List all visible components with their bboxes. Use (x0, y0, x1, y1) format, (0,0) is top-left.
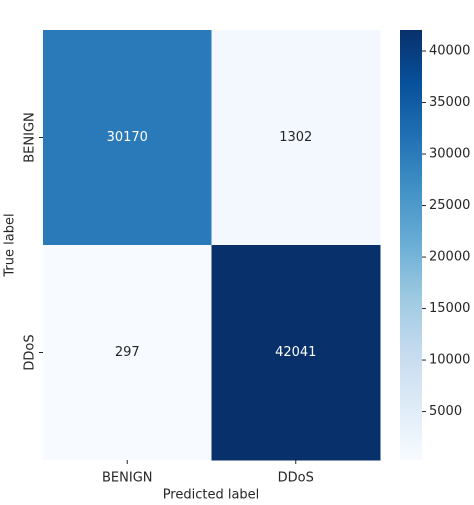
cell-value-label: 297 (115, 345, 140, 360)
colorbar-tick-label: 5000 (429, 404, 462, 419)
cell-value-label: 1302 (279, 130, 312, 145)
x-axis-label: Predicted label (163, 488, 260, 503)
colorbar-tick-label: 25000 (429, 198, 470, 213)
x-tick-label: BENIGN (102, 471, 153, 486)
cell-value-label: 30170 (107, 130, 148, 145)
colorbar-tick-label: 10000 (429, 353, 470, 368)
x-tick-label: DDoS (278, 471, 314, 486)
colorbar (400, 30, 422, 460)
colorbar-tick-label: 35000 (429, 95, 470, 110)
colorbar-tick-label: 20000 (429, 250, 470, 265)
colorbar-tick-label: 40000 (429, 44, 470, 59)
colorbar-tick-label: 30000 (429, 147, 470, 162)
heatmap-cell (43, 30, 212, 246)
y-tick-label: DDoS (23, 334, 38, 370)
colorbar-tick-label: 15000 (429, 301, 470, 316)
heatmap-cell (211, 30, 381, 246)
y-tick-label: BENIGN (23, 112, 38, 163)
y-axis-label: True label (3, 213, 18, 277)
heatmap-cell (43, 245, 212, 461)
heatmap-cell (211, 245, 381, 461)
cell-value-label: 42041 (275, 345, 316, 360)
